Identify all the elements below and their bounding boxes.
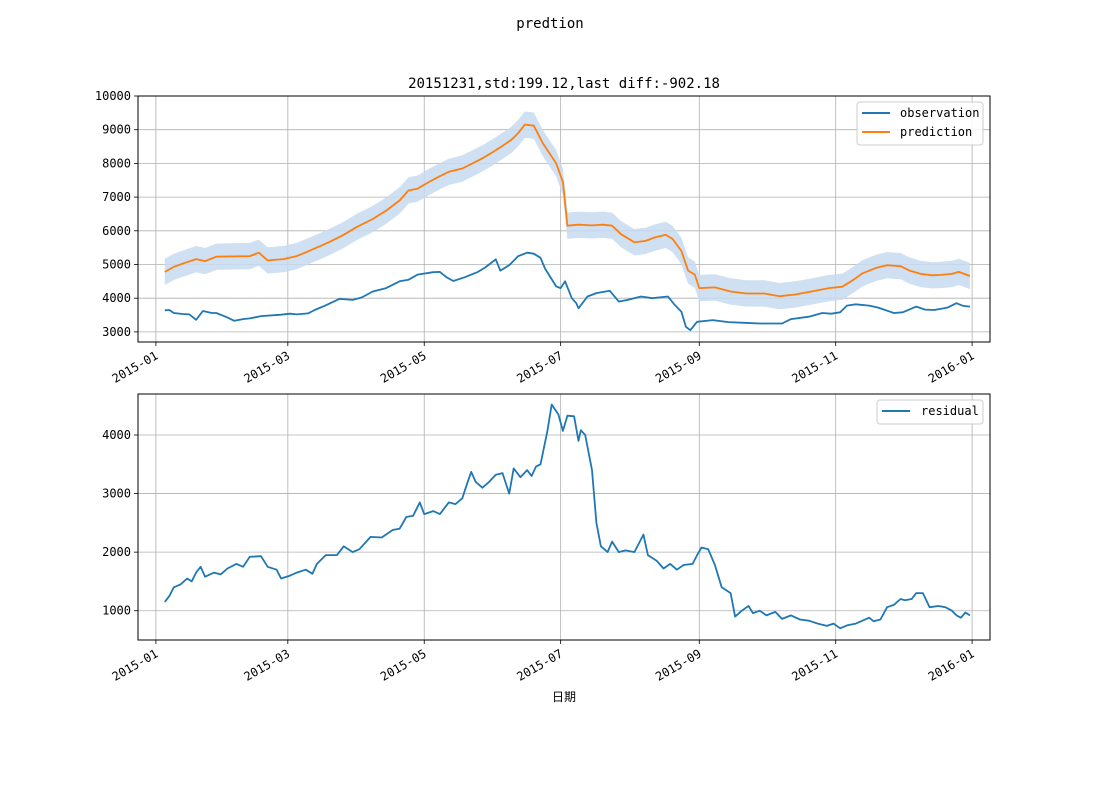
figure-suptitle: predtion	[516, 16, 583, 32]
residual-plot-area	[164, 403, 971, 630]
prediction-axes-title: 20151231,std:199.12,last diff:-902.18	[408, 76, 720, 92]
residual-ytick-label-1: 2000	[102, 545, 131, 559]
prediction-ytick-label-6: 9000	[102, 123, 131, 137]
prediction-ytick-label-5: 8000	[102, 156, 131, 170]
prediction-ytick-label-7: 10000	[95, 89, 131, 103]
prediction-legend: observation prediction	[856, 101, 984, 146]
residual-ytick-label-2: 3000	[102, 487, 131, 501]
legend-residual-label: residual	[921, 404, 979, 418]
residual-legend: residual	[876, 399, 984, 425]
prediction-ytick-label-0: 3000	[102, 325, 131, 339]
prediction-ytick-label-1: 4000	[102, 291, 131, 305]
residual-grid	[138, 394, 990, 640]
prediction-ytick-label-4: 7000	[102, 190, 131, 204]
prediction-observation-line	[164, 251, 970, 332]
prediction-axes-frame	[137, 95, 991, 343]
prediction-prediction-line	[164, 123, 971, 298]
residual-axes-frame	[137, 393, 991, 641]
prediction-ytick-label-3: 6000	[102, 224, 131, 238]
prediction-ytick-label-2: 5000	[102, 257, 131, 271]
residual-legend-box	[876, 399, 984, 425]
legend-prediction-label: prediction	[900, 125, 972, 139]
x-axis-label: 日期	[552, 690, 576, 704]
residual-residual-line	[164, 403, 971, 630]
residual-ytick-label-3: 4000	[102, 428, 131, 442]
residual-ytick-label-0: 1000	[102, 604, 131, 618]
legend-observation-label: observation	[900, 106, 979, 120]
prediction-plot-area	[164, 111, 971, 332]
